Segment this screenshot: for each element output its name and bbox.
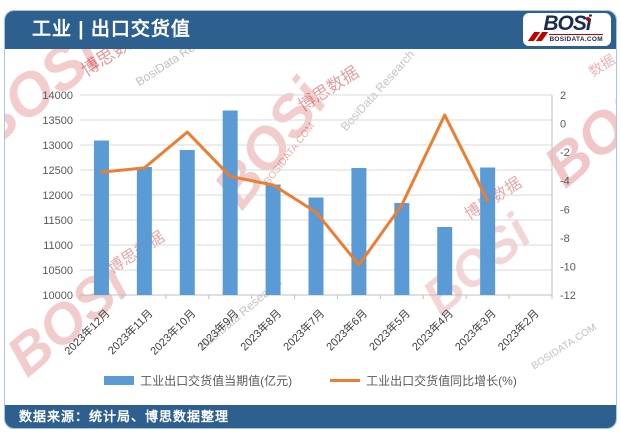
x-axis-category-label: 2023年2月 xyxy=(495,306,542,353)
left-axis-tick-label: 10500 xyxy=(42,265,73,277)
left-axis-tick-label: 12500 xyxy=(42,165,73,177)
bar xyxy=(179,150,195,295)
line-series-swatch-icon xyxy=(330,379,361,382)
right-axis-tick-label: 2 xyxy=(560,90,566,102)
left-axis-tick-label: 11000 xyxy=(43,240,73,252)
bar xyxy=(351,168,367,295)
legend-item-line: 工业出口交货值同比增长(%) xyxy=(330,372,517,389)
x-axis-category-label: 2023年9月 xyxy=(194,306,241,353)
legend-label-line: 工业出口交货值同比增长(%) xyxy=(366,374,517,388)
bar xyxy=(222,110,238,295)
right-axis-tick-label: -12 xyxy=(560,290,576,302)
report-card: BOSi 博思数据 BosiData Research 博思数据 BosiData Re… xyxy=(4,10,617,429)
bar xyxy=(265,184,281,295)
right-axis-tick-label: -6 xyxy=(560,204,570,216)
legend-item-bar: 工业出口交货值当期值(亿元) xyxy=(104,372,292,389)
left-axis-tick-label: 13000 xyxy=(42,140,73,152)
bar xyxy=(480,167,496,295)
bar-series-swatch-icon xyxy=(104,376,135,385)
bosi-logo: BOSi BOSIDATA.COM xyxy=(523,13,611,46)
left-axis-tick-label: 10000 xyxy=(42,290,73,302)
data-source-text: 数据来源：统计局、博思数据整理 xyxy=(19,409,230,424)
chart-canvas: 14000 13500 13000 12500 12000 11500 11000 10500… xyxy=(42,90,576,358)
footer-band: 数据来源：统计局、博思数据整理 xyxy=(5,405,616,428)
x-axis-category-label: 2023年6月 xyxy=(323,306,370,353)
bar xyxy=(394,203,410,295)
header-band: 工业 | 出口交货值 BOSi BOSIDATA.COM xyxy=(5,11,616,49)
left-axis-tick-label: 14000 xyxy=(42,90,73,102)
logo-domain: BOSIDATA.COM xyxy=(549,34,603,43)
left-axis-tick-label: 13500 xyxy=(42,115,73,127)
x-axis-category-label: 2023年3月 xyxy=(452,306,499,353)
x-axis-category-label: 2023年10月 xyxy=(147,306,198,357)
x-axis-category-label: 2023年5月 xyxy=(366,306,413,353)
right-axis-tick-label: -2 xyxy=(560,147,570,159)
right-axis-tick-label: -4 xyxy=(560,176,570,188)
logo-i-dot-icon xyxy=(586,17,590,21)
x-axis-category-label: 2023年4月 xyxy=(409,306,456,353)
chart-legend: 工业出口交货值当期值(亿元) 工业出口交货值同比增长(%) xyxy=(5,372,616,389)
x-axis-category-label: 2023年12月 xyxy=(61,306,112,357)
legend-label-bar: 工业出口交货值当期值(亿元) xyxy=(140,374,293,388)
bar xyxy=(93,140,109,295)
right-axis-tick-label: 0 xyxy=(560,119,566,131)
x-axis-category-label: 2023年7月 xyxy=(280,306,327,353)
logo-wordmark: BOSi xyxy=(543,13,591,35)
right-axis-tick-label: -10 xyxy=(560,261,576,273)
page-title: 工业 | 出口交货值 xyxy=(32,19,191,40)
trend-line xyxy=(100,113,490,267)
right-axis-tick-label: -8 xyxy=(560,233,570,245)
left-axis-tick-label: 12000 xyxy=(42,190,73,202)
left-axis-tick-label: 11500 xyxy=(43,215,73,227)
bar xyxy=(437,227,453,295)
bar xyxy=(308,197,324,295)
bar xyxy=(136,167,152,295)
x-axis-category-label: 2023年8月 xyxy=(237,306,284,353)
